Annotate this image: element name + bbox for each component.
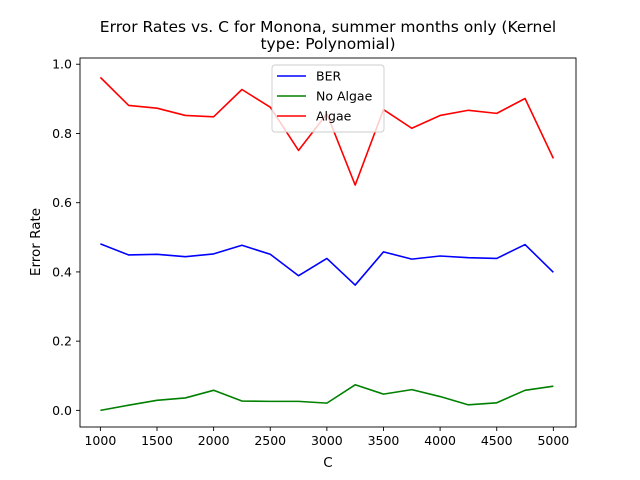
legend-label-no-algae: No Algae [316, 89, 373, 104]
series-line-no-algae [100, 383, 554, 412]
y-axis-label: Error Rate [28, 208, 44, 276]
x-tick-label: 2000 [198, 433, 230, 448]
chart-title: Error Rates vs. C for Monona, summer mon… [100, 18, 556, 53]
y-tick-label: 0.2 [52, 334, 72, 349]
x-tick-label: 4000 [424, 433, 456, 448]
x-tick-label: 4500 [481, 433, 513, 448]
x-axis-ticks: 1000 1500 2000 2500 3000 3500 4000 4500 5000 [84, 427, 569, 448]
legend-label-ber: BER [316, 69, 341, 84]
y-tick-label: 0.0 [52, 403, 72, 418]
y-tick-label: 1.0 [52, 57, 72, 72]
x-tick-label: 3500 [368, 433, 400, 448]
y-tick-label: 0.8 [52, 126, 72, 141]
y-tick-label: 0.6 [52, 195, 72, 210]
x-tick-label: 3000 [311, 433, 343, 448]
x-tick-label: 5000 [537, 433, 569, 448]
chart-title-line-2: type: Polynomial) [260, 35, 395, 53]
x-tick-label: 1000 [84, 433, 116, 448]
plot-frame [79, 57, 577, 428]
x-tick-label: 1500 [141, 433, 173, 448]
legend-label-algae: Algae [316, 109, 352, 124]
chart-title-line-1: Error Rates vs. C for Monona, summer mon… [100, 18, 556, 36]
y-tick-label: 0.4 [52, 264, 72, 279]
y-axis-ticks: 0.0 0.2 0.4 0.6 0.8 1.0 [52, 57, 80, 418]
x-tick-label: 2500 [254, 433, 286, 448]
series-line-ber [100, 243, 554, 286]
legend: BER No Algae Algae [271, 64, 385, 133]
x-axis-label: C [323, 455, 332, 471]
